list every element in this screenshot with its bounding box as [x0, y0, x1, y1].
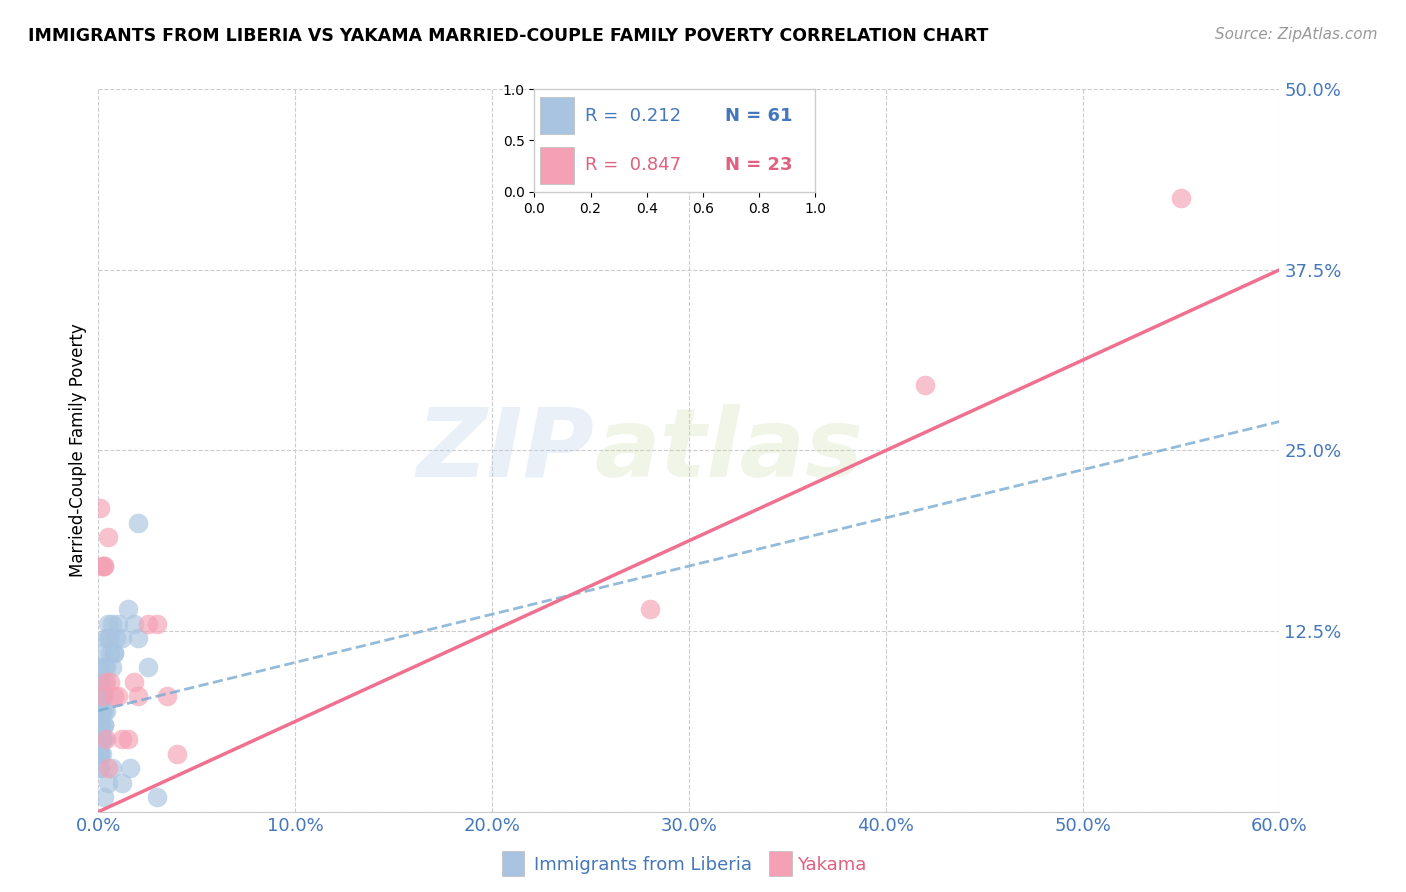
- Point: [90, 718, 112, 732]
- Point: [101, 761, 124, 775]
- Point: [107, 616, 129, 631]
- Point: [105, 632, 128, 646]
- Point: [111, 732, 134, 747]
- Point: [101, 616, 124, 631]
- Point: [914, 378, 936, 392]
- Point: [97, 632, 120, 646]
- Point: [118, 761, 141, 775]
- Point: [89, 747, 111, 761]
- Text: Yakama: Yakama: [797, 856, 866, 874]
- Point: [127, 689, 149, 703]
- Point: [136, 660, 159, 674]
- Point: [1170, 191, 1192, 205]
- Point: [93, 674, 115, 689]
- Point: [93, 718, 115, 732]
- Bar: [769, 851, 792, 876]
- Point: [89, 732, 111, 747]
- Point: [93, 660, 115, 674]
- Bar: [540, 97, 574, 135]
- Point: [103, 689, 125, 703]
- Point: [98, 674, 121, 689]
- Point: [97, 616, 120, 631]
- Point: [166, 747, 188, 761]
- Point: [89, 674, 111, 689]
- Point: [91, 689, 114, 703]
- Point: [91, 747, 114, 761]
- Point: [103, 646, 125, 660]
- Point: [97, 761, 120, 775]
- Point: [89, 501, 111, 516]
- Point: [91, 704, 114, 718]
- Point: [96, 660, 118, 674]
- Point: [96, 674, 118, 689]
- Bar: [540, 146, 574, 184]
- Text: N = 23: N = 23: [725, 156, 793, 174]
- Point: [111, 632, 134, 646]
- Point: [98, 646, 121, 660]
- Point: [146, 790, 169, 805]
- Point: [89, 718, 111, 732]
- Point: [89, 761, 111, 775]
- Point: [89, 732, 111, 747]
- Point: [117, 732, 139, 747]
- Point: [89, 689, 111, 703]
- Point: [91, 689, 114, 703]
- Point: [89, 718, 111, 732]
- Y-axis label: Married-Couple Family Poverty: Married-Couple Family Poverty: [69, 324, 87, 577]
- Point: [91, 689, 114, 703]
- Point: [97, 530, 120, 544]
- Point: [127, 632, 149, 646]
- Text: R =  0.212: R = 0.212: [585, 107, 681, 125]
- Point: [91, 689, 114, 703]
- Point: [101, 660, 124, 674]
- Point: [91, 704, 114, 718]
- Point: [91, 646, 114, 660]
- Point: [93, 559, 115, 574]
- Point: [89, 761, 111, 775]
- Point: [91, 732, 114, 747]
- Point: [96, 732, 118, 747]
- Point: [103, 646, 125, 660]
- Point: [89, 660, 111, 674]
- Point: [98, 632, 121, 646]
- Point: [89, 747, 111, 761]
- Point: [96, 704, 118, 718]
- Text: IMMIGRANTS FROM LIBERIA VS YAKAMA MARRIED-COUPLE FAMILY POVERTY CORRELATION CHAR: IMMIGRANTS FROM LIBERIA VS YAKAMA MARRIE…: [28, 27, 988, 45]
- Point: [93, 790, 115, 805]
- Point: [89, 732, 111, 747]
- Point: [91, 732, 114, 747]
- Point: [93, 718, 115, 732]
- Text: N = 61: N = 61: [725, 107, 793, 125]
- Point: [107, 689, 129, 703]
- Point: [93, 732, 115, 747]
- Point: [146, 616, 169, 631]
- Point: [127, 516, 149, 530]
- Text: Immigrants from Liberia: Immigrants from Liberia: [534, 856, 752, 874]
- Point: [122, 674, 145, 689]
- Point: [638, 602, 661, 616]
- Text: atlas: atlas: [595, 404, 863, 497]
- Point: [91, 559, 114, 574]
- Point: [89, 747, 111, 761]
- Point: [89, 704, 111, 718]
- Point: [136, 616, 159, 631]
- Text: ZIP: ZIP: [416, 404, 595, 497]
- Point: [93, 689, 115, 703]
- Point: [93, 559, 115, 574]
- Point: [97, 776, 120, 790]
- Point: [156, 689, 179, 703]
- Text: R =  0.847: R = 0.847: [585, 156, 681, 174]
- Bar: [502, 851, 524, 876]
- Point: [117, 602, 139, 616]
- Point: [91, 732, 114, 747]
- Text: Source: ZipAtlas.com: Source: ZipAtlas.com: [1215, 27, 1378, 42]
- Point: [89, 674, 111, 689]
- Point: [96, 632, 118, 646]
- Point: [93, 704, 115, 718]
- Point: [111, 776, 134, 790]
- Point: [122, 616, 145, 631]
- Point: [89, 747, 111, 761]
- Point: [89, 718, 111, 732]
- Point: [89, 674, 111, 689]
